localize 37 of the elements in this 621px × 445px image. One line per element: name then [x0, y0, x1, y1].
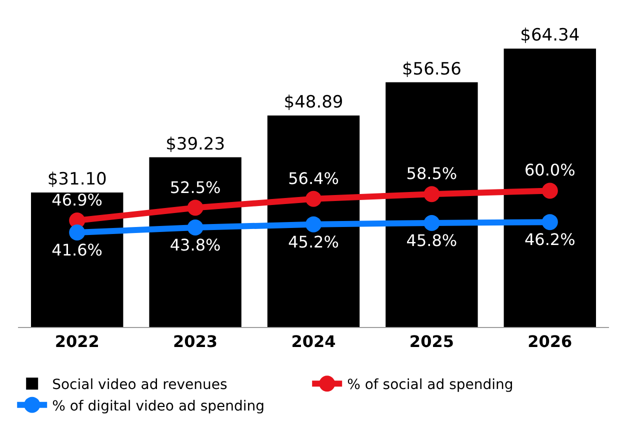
- data-label: 46.2%: [524, 230, 576, 250]
- data-label: 60.0%: [524, 160, 576, 180]
- point: [69, 224, 86, 241]
- point: [306, 216, 322, 232]
- data-label: $56.56: [402, 59, 462, 80]
- bar: [149, 157, 242, 327]
- data-label: $64.34: [520, 26, 580, 46]
- x-tick-label: 2024: [291, 332, 336, 352]
- x-tick-label: 2022: [54, 332, 100, 352]
- x-tick-label: 2023: [173, 332, 218, 352]
- x-tick-label: 2025: [409, 332, 454, 352]
- data-label: 58.5%: [406, 164, 458, 184]
- data-label: 56.4%: [288, 168, 339, 188]
- data-label: 45.8%: [406, 230, 458, 250]
- legend-label: % of digital video ad spending: [52, 398, 265, 414]
- point: [187, 200, 204, 216]
- point: [542, 214, 558, 230]
- bar: [267, 115, 360, 327]
- data-label: $31.10: [47, 169, 107, 190]
- point: [187, 220, 204, 236]
- data-label: $39.23: [166, 134, 226, 154]
- point: [306, 190, 322, 207]
- data-label: 46.9%: [52, 190, 103, 210]
- data-label: $48.89: [284, 92, 344, 112]
- bar: [504, 48, 596, 327]
- data-label: 45.2%: [288, 232, 339, 252]
- bar: [31, 192, 124, 327]
- x-tick-label: 2026: [528, 332, 572, 352]
- point: [424, 186, 440, 202]
- data-label: 52.5%: [170, 178, 221, 197]
- bar: [386, 82, 478, 327]
- legend-label: % of social ad spending: [347, 377, 514, 394]
- data-label: 43.8%: [170, 236, 221, 255]
- point: [542, 182, 558, 199]
- legend-label: Social video ad revenues: [52, 377, 228, 394]
- data-label: 41.6%: [52, 240, 103, 260]
- point: [424, 214, 440, 231]
